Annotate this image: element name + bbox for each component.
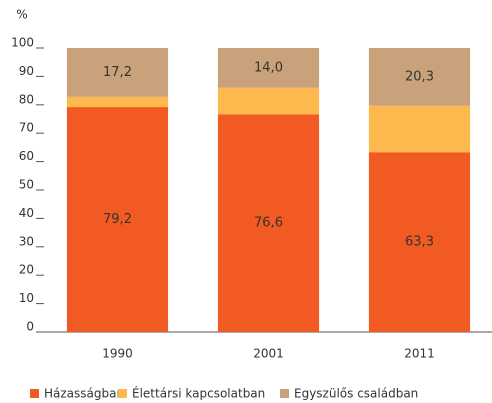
bar-segment xyxy=(368,48,471,106)
y-tick-label: 0 xyxy=(26,320,34,334)
y-axis-label: % xyxy=(16,8,27,22)
bar-segment xyxy=(368,152,471,332)
bar-segment xyxy=(66,48,169,97)
y-tick-label: 90 xyxy=(19,64,34,78)
x-tick-label: 2011 xyxy=(404,347,435,361)
legend-swatch xyxy=(118,389,127,398)
legend-swatch xyxy=(280,389,289,398)
legend-label: Élettársi kapcsolatban xyxy=(132,386,265,401)
bar-segment xyxy=(217,114,320,333)
legend-label: Egyszülős családban xyxy=(294,387,418,401)
bar-segment xyxy=(368,105,471,153)
data-label: 14,0 xyxy=(254,60,283,75)
data-label: 20,3 xyxy=(405,69,434,84)
bar-segment xyxy=(66,107,169,333)
y-tick-label: 50 xyxy=(19,178,34,192)
data-label: 76,6 xyxy=(254,216,283,231)
data-label: 17,2 xyxy=(103,65,132,80)
y-tick-label: 40 xyxy=(19,206,34,220)
y-tick-label: 80 xyxy=(19,92,34,106)
legend-swatch xyxy=(30,389,39,398)
x-tick-label: 2001 xyxy=(253,347,284,361)
y-tick-label: 30 xyxy=(19,234,34,248)
bar-segment xyxy=(66,96,169,108)
y-tick-label: 10 xyxy=(19,291,34,305)
bar-segment xyxy=(217,48,320,88)
data-label: 63,3 xyxy=(405,235,434,250)
bar-segment xyxy=(217,87,320,115)
y-tick-label: 70 xyxy=(19,121,34,135)
x-tick-label: 1990 xyxy=(102,347,133,361)
data-label: 79,2 xyxy=(103,212,132,227)
y-tick-label: 20 xyxy=(19,263,34,277)
y-tick-label: 60 xyxy=(19,149,34,163)
legend-label: Házasságban xyxy=(44,387,124,401)
y-tick-label: 100 xyxy=(11,36,34,50)
